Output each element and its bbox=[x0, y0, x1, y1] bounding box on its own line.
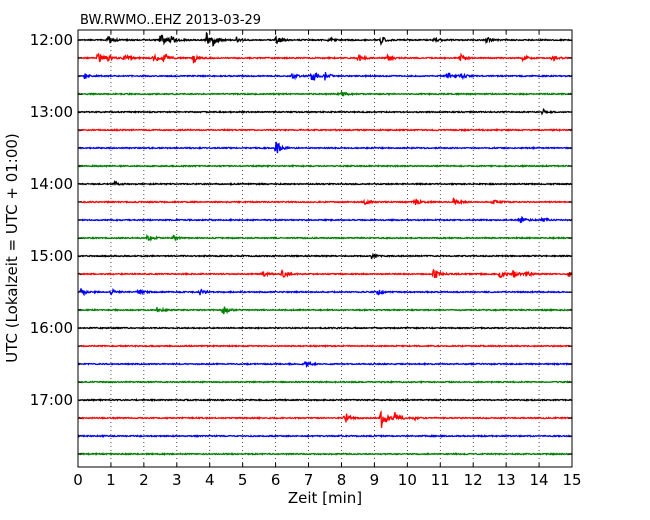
trace-line bbox=[77, 179, 573, 186]
y-tick-label: 13:00 bbox=[30, 103, 73, 121]
x-tick-label: 10 bbox=[398, 471, 417, 489]
trace-line bbox=[77, 71, 573, 81]
x-tick-label: 1 bbox=[106, 471, 116, 489]
x-tick-label: 9 bbox=[370, 471, 380, 489]
trace-line bbox=[77, 434, 573, 438]
x-tick-label: 15 bbox=[562, 471, 581, 489]
x-tick-label: 6 bbox=[271, 471, 281, 489]
x-tick-label: 5 bbox=[238, 471, 248, 489]
x-tick-label: 7 bbox=[304, 471, 314, 489]
x-tick-label: 2 bbox=[139, 471, 149, 489]
traces bbox=[77, 31, 573, 457]
trace-line bbox=[77, 409, 573, 428]
grid bbox=[110, 30, 540, 467]
x-axis-title: Zeit [min] bbox=[288, 489, 362, 507]
y-tick-label: 12:00 bbox=[30, 31, 73, 49]
ticks: 0 1 2 3 4 5 6 7 8 9 10 11 12 13 14 1512:0013:0014:0015:… bbox=[30, 30, 582, 489]
y-tick-label: 15:00 bbox=[30, 247, 73, 265]
trace-line bbox=[77, 268, 573, 279]
x-tick-label: 8 bbox=[337, 471, 347, 489]
trace-line bbox=[77, 380, 573, 384]
trace-line bbox=[77, 252, 573, 260]
trace-line bbox=[77, 90, 573, 97]
trace-line bbox=[77, 287, 573, 297]
trace-line bbox=[77, 215, 573, 224]
trace-line bbox=[77, 141, 573, 154]
chart-title: BW.RWMO..EHZ 2013-03-29 bbox=[80, 13, 261, 28]
y-tick-label: 16:00 bbox=[30, 319, 73, 337]
x-tick-label: 13 bbox=[497, 471, 516, 489]
trace-line bbox=[77, 233, 573, 242]
trace-line bbox=[77, 164, 573, 168]
x-tick-label: 11 bbox=[431, 471, 450, 489]
trace-line bbox=[77, 306, 573, 315]
x-tick-label: 0 bbox=[73, 471, 83, 489]
plot-frame bbox=[77, 29, 573, 468]
trace-line bbox=[77, 397, 573, 402]
trace-line bbox=[77, 360, 573, 369]
trace-line bbox=[77, 31, 573, 47]
x-tick-label: 12 bbox=[464, 471, 483, 489]
y-tick-label: 17:00 bbox=[30, 391, 73, 409]
x-tick-label: 14 bbox=[530, 471, 549, 489]
y-tick-label: 14:00 bbox=[30, 175, 73, 193]
trace-line bbox=[77, 326, 573, 331]
x-tick-label: 4 bbox=[205, 471, 215, 489]
x-tick-label: 3 bbox=[172, 471, 182, 489]
trace-line bbox=[77, 344, 573, 348]
trace-line bbox=[77, 197, 573, 206]
trace-line bbox=[77, 452, 573, 457]
y-axis-title: UTC (Lokalzeit = UTC + 01:00) bbox=[3, 133, 21, 363]
trace-line bbox=[77, 107, 573, 116]
trace-line bbox=[77, 52, 573, 64]
trace-line bbox=[77, 128, 573, 133]
